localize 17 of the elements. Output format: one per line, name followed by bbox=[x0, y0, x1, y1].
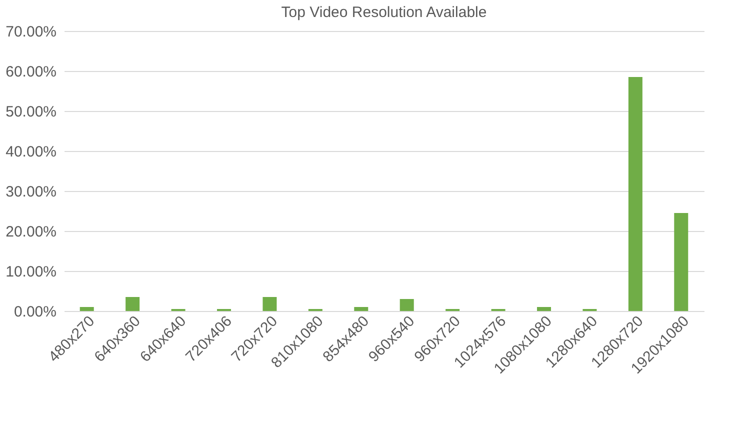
chart-title: Top Video Resolution Available bbox=[281, 4, 487, 21]
y-tick-label: 0.00% bbox=[14, 304, 56, 320]
y-tick-label: 40.00% bbox=[6, 144, 56, 160]
y-tick-label: 20.00% bbox=[6, 224, 56, 240]
bar bbox=[628, 77, 642, 311]
bar bbox=[262, 297, 277, 311]
bar bbox=[354, 307, 368, 311]
y-tick-label: 50.00% bbox=[6, 104, 56, 120]
bar bbox=[400, 299, 414, 311]
y-tick-label: 70.00% bbox=[6, 24, 56, 40]
bar bbox=[674, 213, 688, 311]
bar bbox=[126, 297, 140, 311]
y-tick-label: 10.00% bbox=[6, 264, 56, 280]
y-tick-label: 60.00% bbox=[6, 64, 56, 80]
bar bbox=[537, 307, 551, 311]
bar bbox=[80, 307, 94, 311]
y-tick-label: 30.00% bbox=[6, 184, 56, 200]
